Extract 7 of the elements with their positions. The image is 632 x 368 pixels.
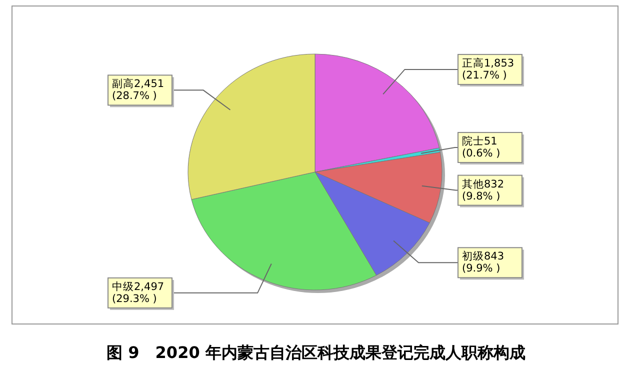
text: 图 9 2020 年内蒙古自治区科技成果登记完成人职称构成	[106, 343, 526, 362]
slice-label: 院士51 (0.6% )	[462, 134, 500, 160]
slice-label: 其他832 (9.8% )	[462, 177, 504, 202]
slice-label: 中级2,497 (29.3% )	[112, 280, 164, 305]
slice-label: 初级843 (9.9% )	[462, 250, 504, 275]
slice-label: 正高1,853 (21.7% )	[462, 56, 514, 82]
slice-label: 副高2,451 (28.7% )	[112, 77, 164, 102]
